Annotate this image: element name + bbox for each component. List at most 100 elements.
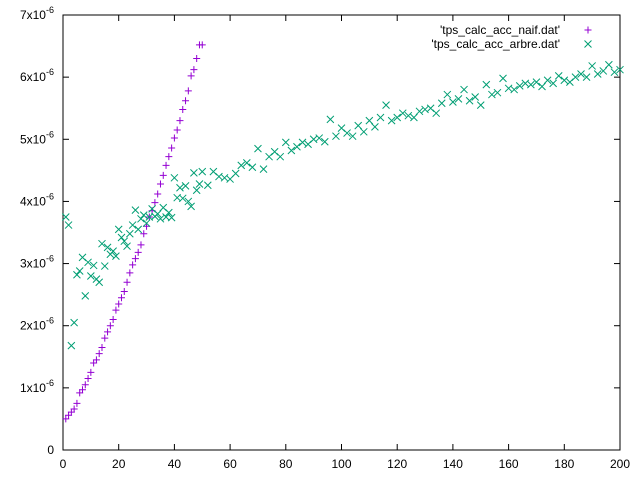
plus-point — [165, 153, 173, 161]
cross-point — [365, 116, 374, 125]
cross-point — [437, 99, 446, 108]
plus-point — [187, 72, 195, 80]
cross-point — [198, 167, 207, 176]
cross-point — [75, 267, 84, 275]
plus-point — [62, 415, 70, 423]
series-2 — [61, 60, 624, 350]
cross-point — [139, 211, 148, 219]
cross-point — [125, 229, 134, 238]
cross-point — [242, 159, 251, 167]
cross-point — [571, 73, 580, 81]
y-tick-label: 4x10-6 — [20, 191, 54, 208]
y-tick-label: 0 — [47, 443, 54, 457]
cross-point — [471, 93, 480, 101]
cross-point — [549, 79, 558, 88]
y-tick-label: 7x10-6 — [20, 5, 54, 22]
cross-point — [415, 107, 424, 116]
cross-point — [515, 81, 524, 90]
cross-point — [195, 180, 204, 188]
cross-point — [382, 101, 390, 109]
plus-point — [104, 328, 112, 336]
x-tick-label: 180 — [554, 457, 574, 471]
cross-point — [482, 80, 491, 89]
axes — [62, 14, 621, 451]
cross-point — [454, 95, 463, 103]
cross-point — [184, 197, 193, 206]
plus-point — [115, 300, 123, 308]
cross-point — [343, 129, 351, 137]
x-tick-label: 0 — [60, 457, 67, 471]
plus-point — [117, 294, 125, 302]
y-tick-label: 5x10-6 — [20, 129, 54, 146]
cross-point — [276, 152, 285, 161]
plus-point — [140, 230, 148, 238]
x-tick-label: 20 — [112, 457, 126, 471]
cross-point — [510, 85, 519, 94]
plus-point — [179, 105, 187, 113]
cross-point — [142, 219, 151, 228]
cross-point — [156, 214, 165, 223]
cross-point — [449, 98, 457, 106]
plus-point — [81, 381, 89, 389]
series-1 — [62, 41, 206, 423]
cross-point — [443, 90, 452, 99]
x-tick-label: 100 — [331, 457, 351, 471]
cross-point — [176, 183, 184, 192]
cross-point — [103, 243, 112, 252]
cross-point — [64, 221, 73, 229]
plus-point — [126, 269, 134, 277]
plus-point — [168, 144, 176, 152]
plus-point — [173, 126, 181, 134]
plus-point — [92, 356, 100, 364]
plus-point — [106, 322, 114, 330]
x-tick-label: 120 — [387, 457, 407, 471]
plus-point — [198, 41, 206, 49]
cross-point — [120, 237, 129, 246]
cross-point — [248, 163, 257, 172]
plus-point — [95, 350, 103, 358]
cross-point — [237, 161, 246, 170]
cross-point — [393, 113, 402, 122]
plus-point — [182, 97, 190, 105]
cross-point — [532, 78, 541, 86]
cross-point — [320, 137, 329, 146]
plus-point — [87, 368, 95, 376]
plus-point — [193, 55, 201, 62]
plus-point — [120, 288, 128, 296]
cross-point — [376, 113, 385, 122]
cross-point — [89, 261, 98, 270]
cross-point — [371, 123, 379, 131]
cross-point — [178, 194, 187, 203]
cross-point — [410, 113, 418, 122]
cross-point — [348, 132, 357, 141]
cross-point — [499, 74, 507, 83]
plus-point — [190, 66, 198, 74]
plus-point — [170, 134, 178, 142]
plus-point — [101, 334, 109, 342]
cross-point — [190, 168, 198, 177]
plus-point — [156, 180, 164, 188]
cross-point — [460, 85, 468, 94]
cross-point — [465, 96, 474, 105]
cross-point — [610, 68, 619, 77]
cross-point — [538, 82, 546, 91]
plus-point — [134, 248, 142, 256]
cross-point — [70, 318, 78, 327]
legend-plus-icon — [584, 26, 592, 34]
cross-point — [114, 225, 123, 234]
cross-point — [131, 206, 140, 214]
plus-point — [131, 255, 139, 263]
cross-point — [61, 213, 70, 221]
cross-point — [527, 80, 535, 89]
y-axis-ticks: 0 1x10-6 2x10-6 3x10-6 4x10-6 5x10-6 6x10-6 7x1… — [20, 5, 620, 457]
cross-point — [123, 242, 131, 251]
plus-point — [151, 199, 159, 207]
cross-point — [95, 278, 104, 287]
x-tick-label: 140 — [443, 457, 463, 471]
cross-point — [354, 121, 363, 130]
cross-point — [203, 181, 212, 190]
plus-point — [70, 405, 78, 413]
cross-point — [84, 258, 92, 267]
plus-point — [112, 306, 120, 314]
cross-point — [398, 109, 407, 118]
